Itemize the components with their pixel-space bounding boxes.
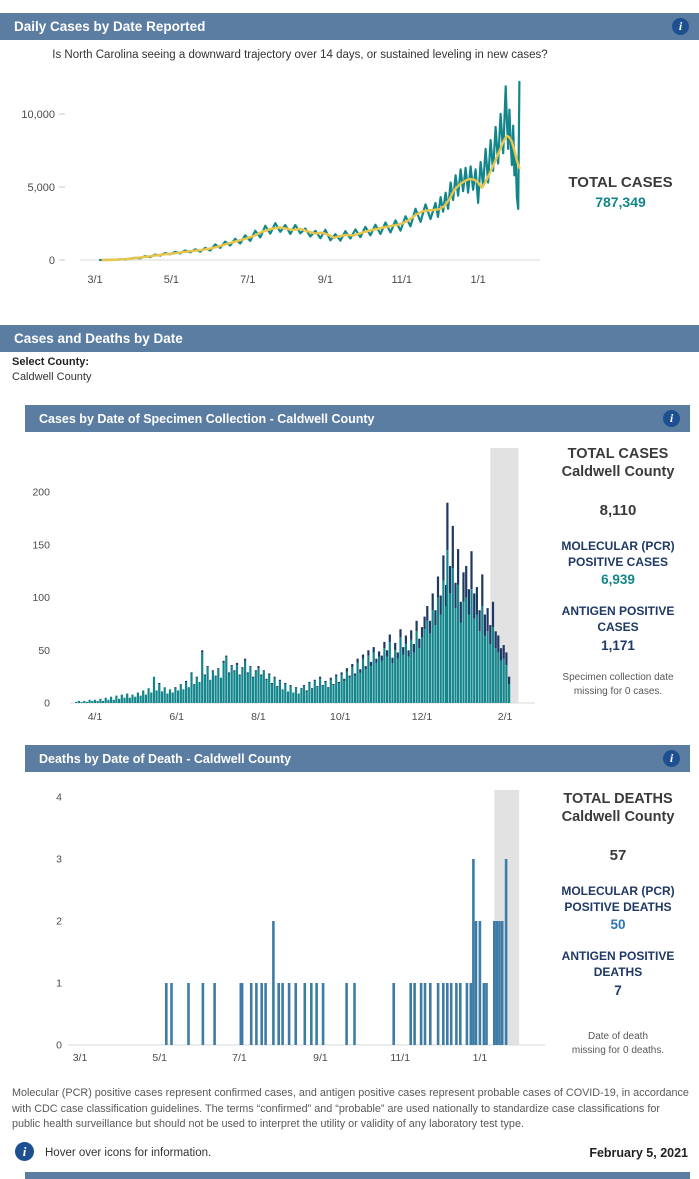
svg-text:1/1: 1/1 [470, 274, 485, 286]
antigen-cases-value: 1,171 [601, 637, 635, 653]
panel-title: Cases by Date of Specimen Collection - C… [39, 411, 375, 426]
svg-text:10,000: 10,000 [21, 109, 55, 121]
stat-label: TOTAL DEATHS [563, 791, 673, 807]
svg-text:5/1: 5/1 [164, 274, 179, 286]
svg-text:0: 0 [44, 698, 50, 710]
svg-text:9/1: 9/1 [318, 274, 333, 286]
stat-label: CASES [597, 620, 639, 635]
info-icon[interactable]: i [672, 18, 689, 35]
deaths-bar-chart[interactable]: 0 1 2 3 4 3/1 5/1 7/1 9/1 11/1 1/1 [0, 785, 545, 1080]
info-icon[interactable]: i [663, 410, 680, 427]
svg-text:8/1: 8/1 [251, 711, 266, 723]
svg-text:6/1: 6/1 [169, 711, 184, 723]
stat-label: TOTAL CASES [567, 446, 669, 462]
report-date: February 5, 2021 [589, 1146, 688, 1160]
cases-bar-chart[interactable]: 0 50 100 150 200 4/1 6/1 8/1 10/1 12/1 2/1 [0, 438, 545, 738]
stat-label: DEATHS [593, 965, 643, 980]
hover-note: Hover over icons for information. [45, 1147, 212, 1159]
svg-text:150: 150 [32, 539, 50, 551]
svg-text:12/1: 12/1 [412, 711, 433, 723]
stat-label: POSITIVE CASES [567, 554, 669, 569]
next-section-header-cutoff [25, 1172, 690, 1179]
stat-label: Caldwell County [561, 809, 675, 826]
total-deaths-county-value: 57 [609, 847, 627, 865]
section-title: Daily Cases by Date Reported [14, 19, 206, 34]
antigen-deaths-value: 7 [614, 982, 622, 998]
county-filter: Select County: Caldwell County [12, 356, 91, 383]
stat-label: POSITIVE DEATHS [564, 899, 672, 914]
stat-label: MOLECULAR (PCR) [561, 884, 675, 899]
stat-label: Caldwell County [561, 464, 675, 481]
panel-header-deaths-by-date: Deaths by Date of Death - Caldwell Count… [25, 745, 690, 772]
stat-label: ANTIGEN POSITIVE [561, 949, 675, 964]
svg-text:7/1: 7/1 [240, 274, 255, 286]
svg-text:1: 1 [56, 978, 62, 990]
section-title: Cases and Deaths by Date [14, 331, 183, 346]
total-cases-county-value: 8,110 [599, 502, 637, 520]
section-header-cases-deaths: Cases and Deaths by Date [0, 325, 699, 352]
cases-stats-block: TOTAL CASES Caldwell County 8,110 MOLECU… [538, 445, 698, 699]
panel-header-cases-by-specimen: Cases by Date of Specimen Collection - C… [25, 405, 690, 432]
deaths-stats-block: TOTAL DEATHS Caldwell County 57 MOLECULA… [538, 790, 698, 1058]
stat-label: ANTIGEN POSITIVE [561, 604, 675, 619]
svg-text:9/1: 9/1 [313, 1052, 328, 1064]
svg-text:3: 3 [56, 854, 62, 866]
svg-text:2/1: 2/1 [498, 711, 513, 723]
svg-text:2: 2 [56, 916, 62, 928]
svg-text:11/1: 11/1 [391, 274, 412, 286]
svg-text:10/1: 10/1 [330, 711, 351, 723]
svg-text:3/1: 3/1 [87, 274, 102, 286]
svg-text:3/1: 3/1 [73, 1052, 88, 1064]
svg-text:11/1: 11/1 [390, 1052, 410, 1064]
svg-text:50: 50 [38, 645, 50, 657]
section-header-daily-cases: Daily Cases by Date Reported i [0, 13, 699, 40]
svg-text:5/1: 5/1 [152, 1052, 167, 1064]
svg-text:5,000: 5,000 [27, 182, 55, 194]
svg-text:100: 100 [32, 592, 50, 604]
info-icon[interactable]: i [663, 750, 680, 767]
total-cases-value: 787,349 [595, 194, 646, 210]
svg-text:200: 200 [32, 487, 50, 499]
svg-text:0: 0 [56, 1040, 62, 1052]
svg-text:1/1: 1/1 [473, 1052, 488, 1064]
svg-text:0: 0 [49, 255, 55, 267]
panel-title: Deaths by Date of Death - Caldwell Count… [39, 751, 292, 766]
stat-label: MOLECULAR (PCR) [561, 539, 675, 554]
svg-text:7/1: 7/1 [232, 1052, 247, 1064]
missing-note: Specimen collection date missing for 0 c… [562, 671, 674, 697]
total-cases-block: TOTAL CASES 787,349 [543, 174, 698, 210]
total-cases-label: TOTAL CASES [568, 174, 673, 191]
missing-note: Date of death missing for 0 deaths. [571, 1030, 665, 1056]
county-select[interactable]: Caldwell County [12, 371, 92, 383]
pcr-cases-value: 6,939 [601, 572, 635, 588]
info-icon: i [15, 1142, 34, 1161]
daily-cases-line-chart[interactable]: 0 5,000 10,000 3/1 5/1 7/1 9/1 11/1 1/1 [0, 68, 560, 298]
chart-subtitle: Is North Carolina seeing a downward traj… [52, 49, 548, 61]
pcr-deaths-value: 50 [610, 917, 626, 933]
disclaimer-text: Molecular (PCR) positive cases represent… [12, 1087, 689, 1131]
svg-text:4/1: 4/1 [88, 711, 103, 723]
select-county-label: Select County: [12, 356, 90, 368]
svg-text:4: 4 [56, 792, 62, 804]
